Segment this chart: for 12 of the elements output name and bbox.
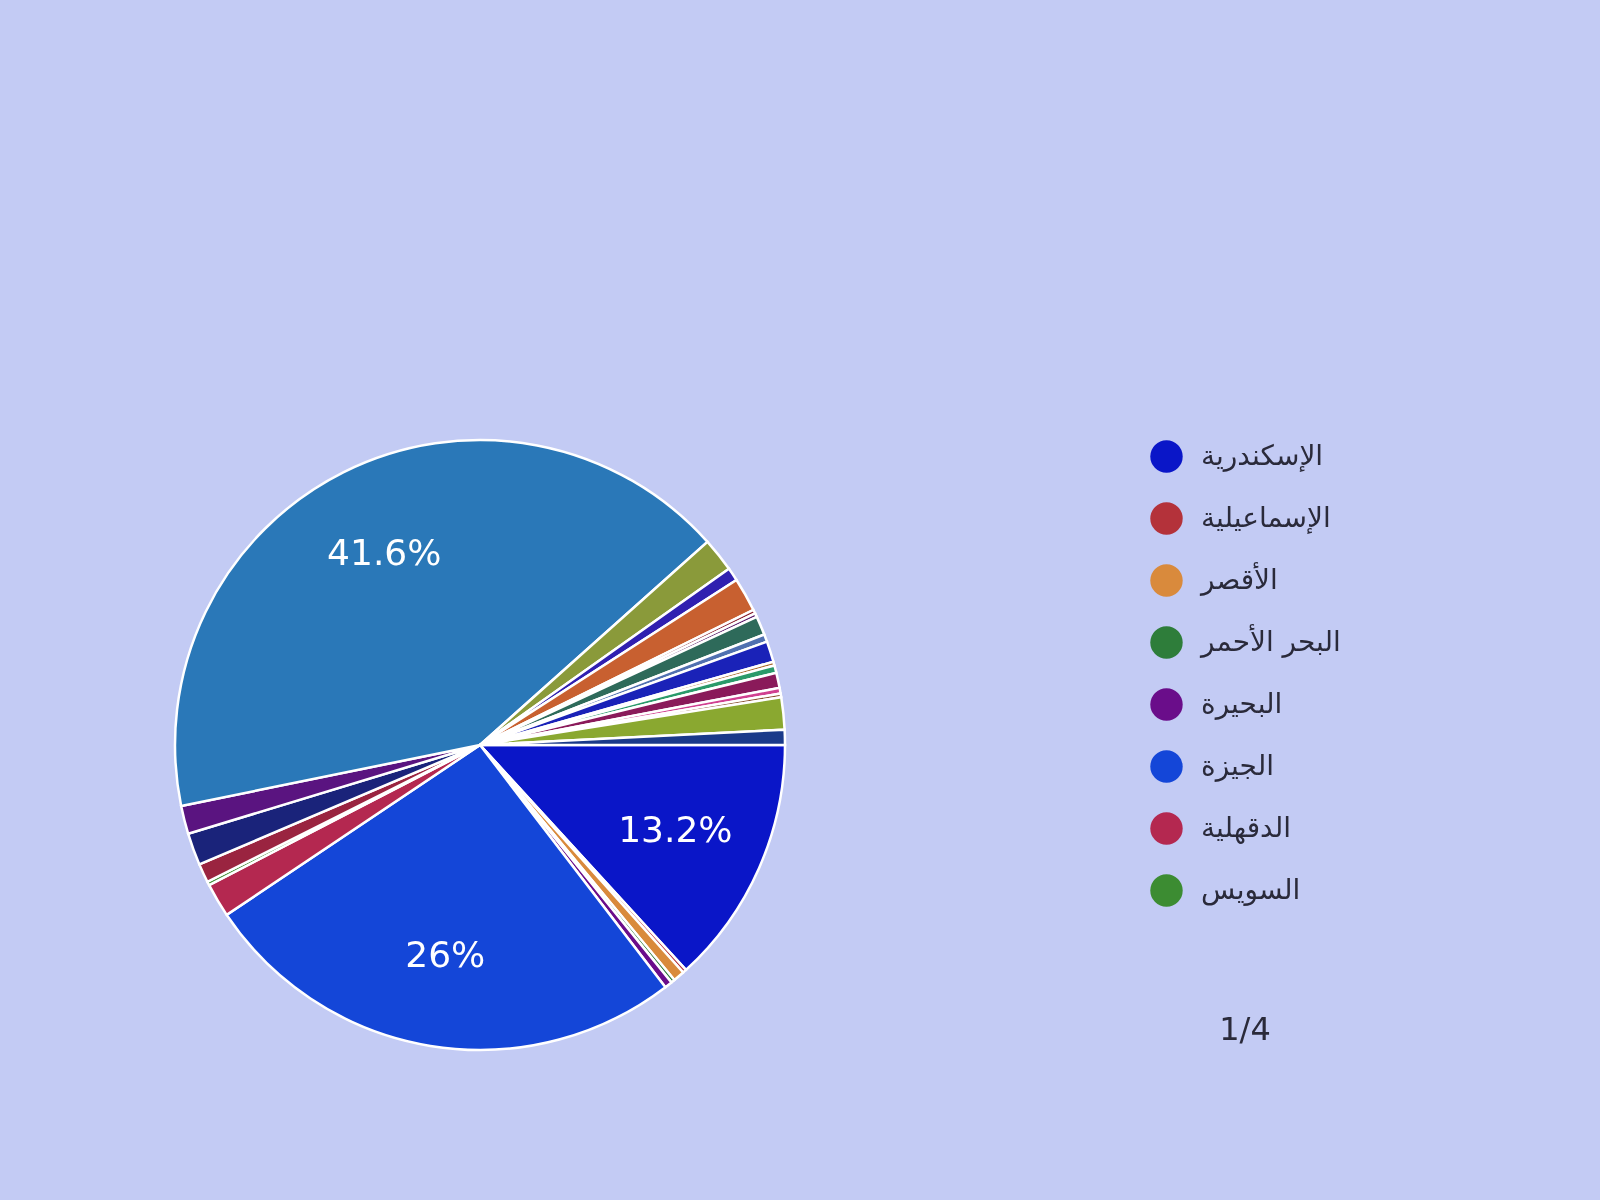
- legend-label: الإسماعيلية: [1201, 500, 1331, 534]
- legend-label: البحر الأحمر: [1199, 622, 1341, 658]
- data-label: 26%: [405, 933, 486, 975]
- legend-label: السويس: [1201, 872, 1301, 906]
- legend-label: الدقهلية: [1201, 810, 1292, 844]
- legend-label: الأقصر: [1199, 560, 1278, 596]
- legend-label: الجيزة: [1201, 748, 1274, 782]
- data-label: 13.2%: [618, 809, 733, 851]
- legend-label: الإسكندرية: [1201, 438, 1324, 472]
- data-label: 41.6%: [327, 532, 442, 574]
- text: 1/4: [1219, 1010, 1271, 1048]
- legend-label: البحيرة: [1201, 686, 1283, 720]
